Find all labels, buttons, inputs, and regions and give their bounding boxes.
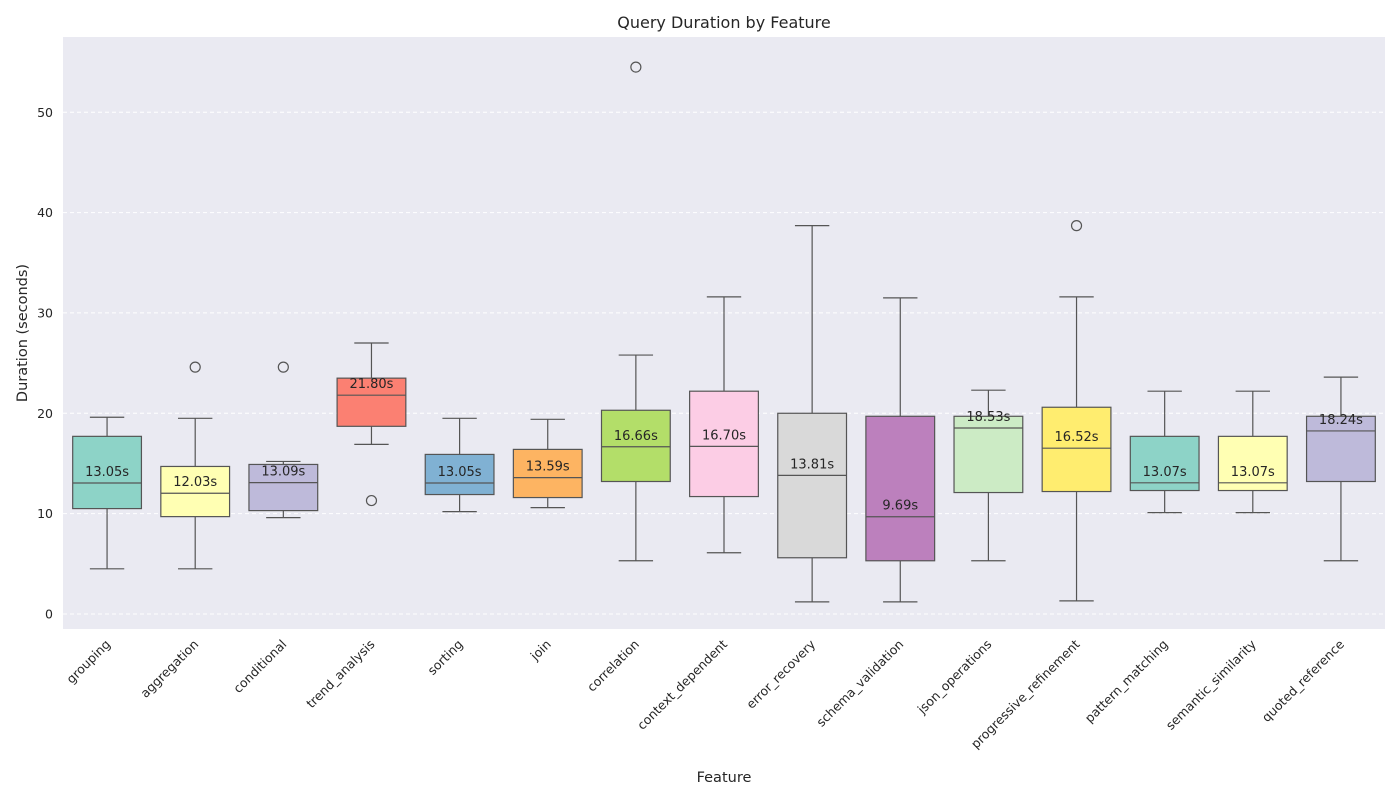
iqr-box [777, 412, 848, 559]
outlier-point [365, 494, 378, 507]
iqr-box [1129, 435, 1200, 492]
median-value-label: 16.52s [1055, 430, 1099, 445]
box-pattern_matching: 13.07s [1129, 390, 1200, 514]
outlier-point [630, 61, 642, 73]
y-tick-label: 10 [37, 506, 53, 521]
y-tick-label: 40 [37, 205, 53, 220]
median-value-label: 18.24s [1319, 413, 1363, 428]
y-tick-labels: 0 10 20 30 40 50 [37, 105, 53, 622]
y-axis-label: Duration (seconds) [15, 264, 31, 402]
box-progressive_refinement: 16.52s [1041, 220, 1112, 602]
box-quoted_reference: 18.24s [1305, 376, 1376, 562]
median-value-label: 13.07s [1143, 465, 1187, 480]
box-conditional: 13.09s [248, 361, 319, 519]
iqr-box [160, 465, 231, 518]
y-tick-label: 30 [37, 305, 53, 320]
median-value-label: 16.66s [614, 429, 658, 444]
iqr-box [865, 415, 936, 562]
box-error_recovery: 13.81s [777, 225, 848, 603]
iqr-box [600, 409, 671, 483]
boxes: 13.05s 12.03s 13.09s 21.80s 13.05s 13.59s 16.6… [72, 61, 1376, 603]
box-grouping: 13.05s [72, 416, 143, 570]
median-value-label: 13.59s [526, 460, 570, 475]
iqr-box [424, 453, 495, 496]
chart-title: Query Duration by Feature [617, 13, 830, 32]
iqr-box [336, 377, 407, 427]
x-axis-label: Feature [697, 770, 752, 786]
median-value-label: 12.03s [173, 475, 217, 490]
median-value-label: 13.05s [438, 465, 482, 480]
median-value-label: 13.05s [85, 465, 129, 480]
box-trend_analysis: 21.80s [336, 342, 407, 507]
iqr-box [689, 390, 759, 498]
iqr-box [1217, 435, 1288, 492]
box-context_dependent: 16.70s [689, 296, 759, 554]
iqr-box [1041, 406, 1112, 493]
box-aggregation: 12.03s [160, 361, 231, 570]
y-tick-label: 0 [45, 606, 53, 621]
box-sorting: 13.05s [424, 417, 495, 513]
median-value-label: 21.80s [349, 377, 393, 392]
iqr-box [512, 448, 583, 499]
median-value-label: 18.53s [966, 410, 1010, 425]
iqr-box [1305, 415, 1376, 483]
outlier-point [277, 361, 289, 373]
box-schema_validation: 9.69s [865, 297, 936, 603]
box-join: 13.59s [512, 418, 583, 509]
iqr-box [248, 463, 319, 512]
y-tick-label: 50 [37, 105, 53, 120]
iqr-box [953, 415, 1024, 494]
median-value-label: 9.69s [882, 499, 918, 514]
box-semantic_similarity: 13.07s [1217, 390, 1288, 514]
median-value-label: 13.81s [790, 457, 834, 472]
y-tick-label: 20 [37, 406, 53, 421]
outlier-point [189, 361, 201, 373]
median-value-label: 13.07s [1231, 465, 1275, 480]
box-json_operations: 18.53s [953, 389, 1024, 562]
box-correlation: 16.66s [600, 61, 671, 562]
iqr-box [72, 435, 143, 510]
outlier-point [1070, 220, 1083, 232]
median-value-label: 16.70s [702, 428, 746, 443]
median-value-label: 13.09s [261, 465, 305, 480]
